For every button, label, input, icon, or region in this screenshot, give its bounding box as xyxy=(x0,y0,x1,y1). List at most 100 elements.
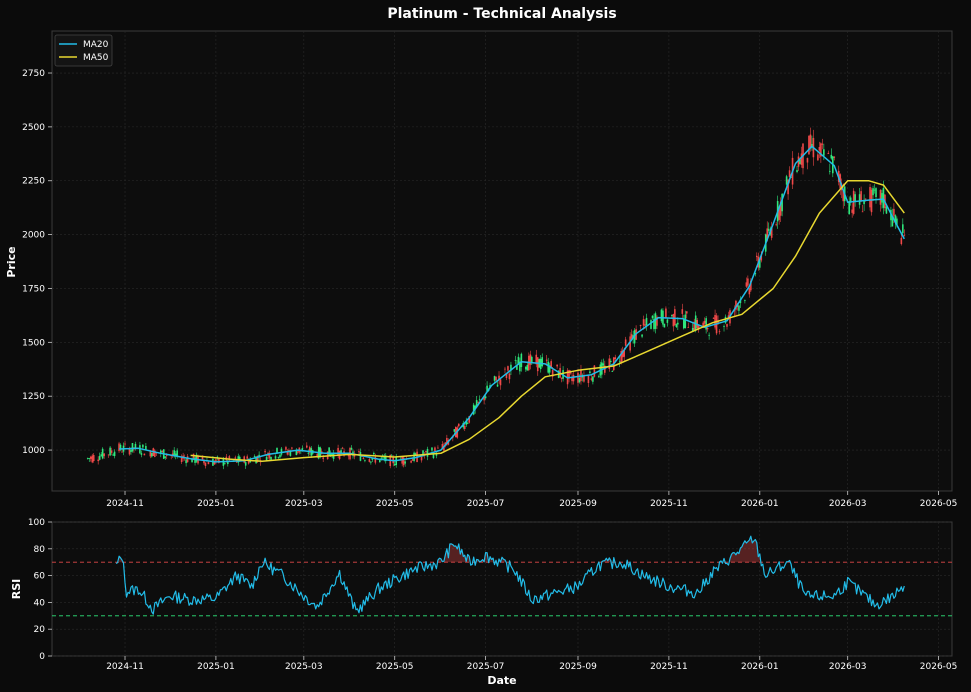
candle-body xyxy=(550,361,552,369)
candle-body xyxy=(457,423,460,427)
candle-body xyxy=(295,450,298,456)
candle-body xyxy=(119,444,122,450)
candle-body xyxy=(444,442,447,445)
candle-body xyxy=(191,458,193,463)
candle-body xyxy=(441,444,444,449)
candle-body xyxy=(733,310,736,312)
candle-body xyxy=(134,443,137,449)
rsi-x-tick-label: 2025-01 xyxy=(197,662,235,672)
candle-body xyxy=(641,334,643,337)
price-x-tick-label: 2025-05 xyxy=(376,499,414,509)
candle-body xyxy=(383,456,386,459)
price-x-tick-label: 2025-01 xyxy=(197,499,235,509)
rsi-y-tick-label: 80 xyxy=(34,545,46,555)
candle-body xyxy=(130,449,132,453)
candle-body xyxy=(165,455,168,456)
candle-body xyxy=(390,454,393,456)
rsi-x-tick-label: 2026-05 xyxy=(920,662,958,672)
candle-body xyxy=(142,444,144,448)
rsi-grid xyxy=(52,521,952,657)
candle-body xyxy=(432,454,435,458)
rsi-overbought-fill xyxy=(490,556,494,563)
candle-body xyxy=(663,323,666,328)
candle-body xyxy=(161,450,164,452)
candle-body xyxy=(642,319,645,326)
candle-body xyxy=(374,456,377,463)
candle-body xyxy=(207,462,210,465)
candle-body xyxy=(727,315,730,319)
candle-body xyxy=(703,320,706,324)
rsi-y-tick-label: 20 xyxy=(34,625,46,635)
candle-body xyxy=(411,459,414,461)
candle-body xyxy=(435,453,438,456)
candle-body xyxy=(517,356,520,365)
candle-body xyxy=(227,460,229,465)
price-x-tick-label: 2025-07 xyxy=(467,499,505,509)
candle-body xyxy=(112,454,114,456)
rsi-line-group xyxy=(115,535,905,615)
candle-body xyxy=(124,443,126,445)
candle-body xyxy=(702,322,704,328)
candle-body xyxy=(571,377,573,382)
candle-body xyxy=(781,193,783,212)
candle-body xyxy=(872,188,874,196)
candle-body xyxy=(322,457,324,459)
price-x-tick-label: 2025-09 xyxy=(559,499,597,509)
candle-body xyxy=(92,455,95,462)
candle-body xyxy=(347,454,350,457)
rsi-plot-area xyxy=(51,521,953,657)
candle-body xyxy=(879,189,882,205)
candle-body xyxy=(171,453,174,456)
candle-body xyxy=(536,357,539,372)
candle-body xyxy=(434,447,436,452)
candle-body xyxy=(650,320,652,329)
candle-body xyxy=(747,278,749,286)
price-legend[interactable]: MA20 MA50 xyxy=(54,34,113,67)
candle-body xyxy=(556,364,558,367)
candle-body xyxy=(787,179,789,195)
rsi-panel: 0 20 40 60 80 100 2024-11 2025-01 2025-03 2025-0… xyxy=(10,518,957,687)
candle-body xyxy=(510,364,512,371)
candle-body xyxy=(329,452,332,457)
candle-body xyxy=(101,448,104,459)
candle-body xyxy=(551,369,554,377)
candle-body xyxy=(829,170,831,172)
rsi-x-tick-label: 2025-03 xyxy=(285,662,323,672)
price-y-axis-label: Price xyxy=(5,246,18,277)
candle-body xyxy=(286,451,289,455)
candle-body xyxy=(222,459,225,466)
candle-body xyxy=(620,350,623,363)
candle-body xyxy=(682,319,685,329)
candle-body xyxy=(215,459,217,463)
candle-body xyxy=(903,235,906,237)
candle-body xyxy=(653,318,655,330)
candle-body xyxy=(453,429,456,432)
candle-body xyxy=(212,458,214,466)
candle-body xyxy=(611,371,614,372)
price-x-tick-label: 2025-03 xyxy=(285,499,323,509)
candle-body xyxy=(896,218,898,225)
candle-body xyxy=(370,461,372,463)
candle-body xyxy=(797,156,800,167)
candle-body xyxy=(738,305,740,311)
candle-body xyxy=(705,318,707,330)
candle-body xyxy=(465,420,468,425)
rsi-x-tick-label: 2025-09 xyxy=(559,662,597,672)
candle-body xyxy=(164,456,167,458)
price-y-tick-label: 1750 xyxy=(22,284,45,294)
candle-body xyxy=(180,457,183,463)
candle-body xyxy=(608,358,611,369)
candle-body xyxy=(820,143,822,157)
candle-body xyxy=(525,366,527,370)
candle-body xyxy=(882,187,885,208)
candle-body xyxy=(823,149,825,156)
candle-body xyxy=(723,326,725,327)
candle-body xyxy=(654,313,657,329)
candle-body xyxy=(535,354,538,365)
candle-body xyxy=(568,369,570,379)
rsi-overbought-fill xyxy=(499,557,505,563)
candle-body xyxy=(110,450,113,453)
candle-body xyxy=(274,456,277,459)
candle-body xyxy=(213,461,216,465)
